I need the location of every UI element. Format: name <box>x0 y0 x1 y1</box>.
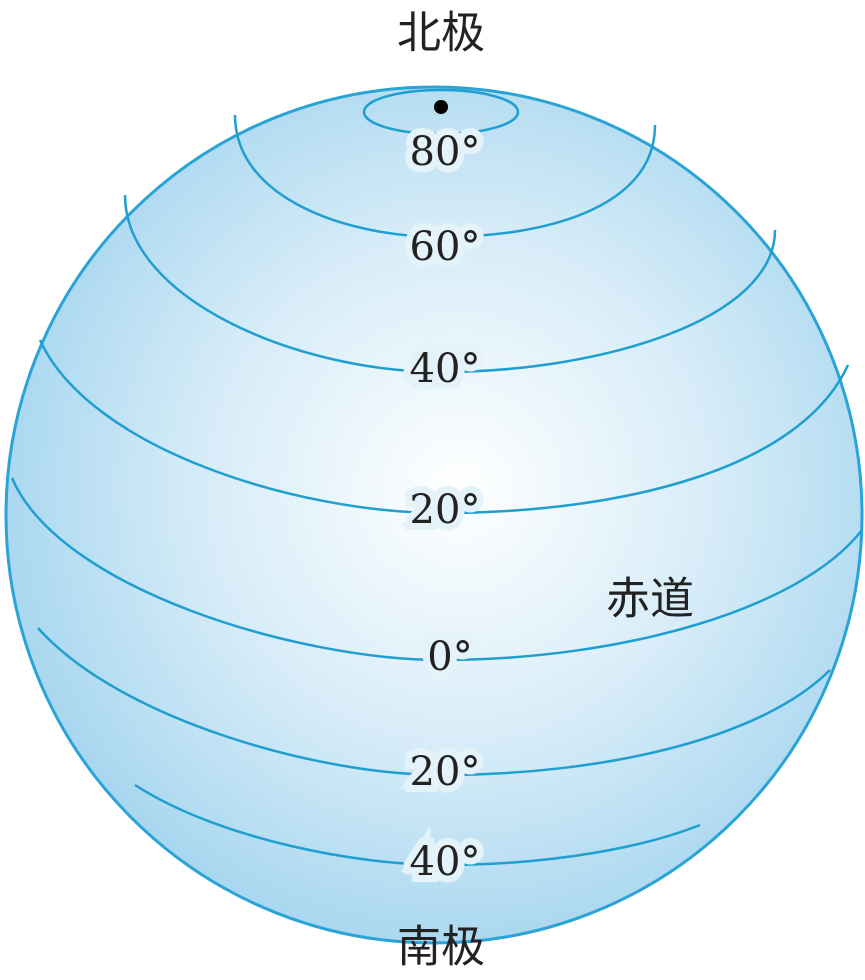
latitude-line <box>134 783 701 867</box>
latitude-label: 40° <box>410 346 481 392</box>
latitude-label: 40° <box>410 839 481 885</box>
south-pole-label: 南极 <box>397 922 485 973</box>
north-pole-label: 北极 <box>397 8 485 59</box>
latitude-line <box>233 114 657 239</box>
latitude-label: 0° <box>427 634 472 680</box>
sphere <box>4 85 864 945</box>
latitude-line <box>362 88 520 136</box>
latitude-label: 80° <box>410 129 481 175</box>
latitude-line <box>123 194 777 374</box>
latitude-line <box>10 477 863 662</box>
equator-label: 赤道 <box>606 574 694 625</box>
north-pole-dot <box>434 100 448 114</box>
latitude-line <box>37 627 831 777</box>
latitude-label: 20° <box>410 487 481 533</box>
latitude-label: 20° <box>410 749 481 795</box>
latitude-line <box>38 339 850 515</box>
latitude-label: 60° <box>410 224 481 270</box>
